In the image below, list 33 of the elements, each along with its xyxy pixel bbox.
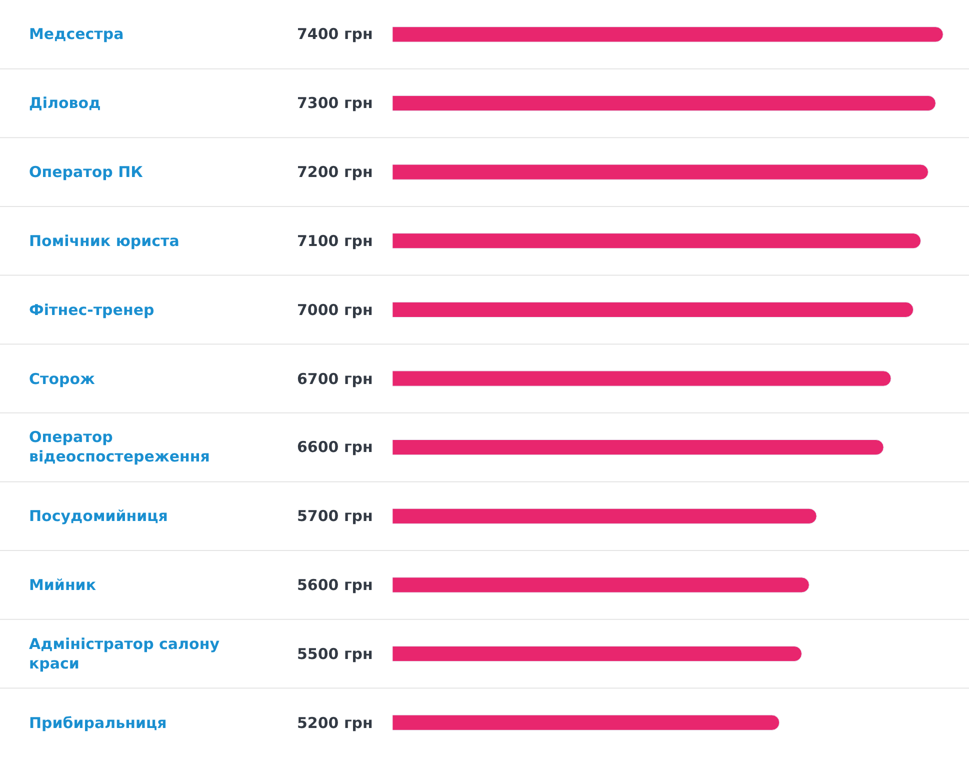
bar — [392, 26, 944, 42]
y-tick-label: Сторож — [29, 370, 96, 388]
y-tick-label: Помічник юриста — [29, 232, 180, 250]
bar — [392, 508, 817, 524]
bar — [392, 233, 922, 249]
data-label: 5500 грн — [297, 645, 373, 663]
bar — [392, 577, 810, 593]
y-tick-label: Оператор ПК — [29, 163, 144, 181]
bar — [392, 164, 928, 180]
bar — [392, 646, 802, 662]
data-label: 6700 грн — [297, 370, 373, 388]
data-label: 5200 грн — [297, 714, 373, 732]
y-tick-label: Діловод — [29, 94, 101, 112]
data-label: 5600 грн — [297, 576, 373, 594]
y-tick-label: Медсестра — [29, 25, 124, 43]
y-tick-label: Прибиральниця — [29, 714, 167, 732]
data-label: 6600 грн — [297, 438, 373, 456]
bar — [392, 440, 884, 456]
data-label: 7100 грн — [297, 232, 373, 250]
y-tick-label: Фітнес-тренер — [29, 301, 155, 319]
data-label: 7400 грн — [297, 25, 373, 43]
data-label: 7300 грн — [297, 94, 373, 112]
bar — [392, 714, 780, 730]
bar — [392, 302, 914, 318]
y-tick-label: Посудомийниця — [29, 507, 168, 525]
bar — [392, 370, 892, 386]
data-label: 7200 грн — [297, 163, 373, 181]
data-label: 7000 грн — [297, 301, 373, 319]
y-tick-label: Адміністратор салону краси — [29, 635, 220, 672]
data-label: 5700 грн — [297, 507, 373, 525]
y-tick-label: Мийник — [29, 576, 96, 594]
bar — [392, 95, 936, 112]
y-tick-label: Оператор відеоспостереження — [29, 428, 210, 466]
